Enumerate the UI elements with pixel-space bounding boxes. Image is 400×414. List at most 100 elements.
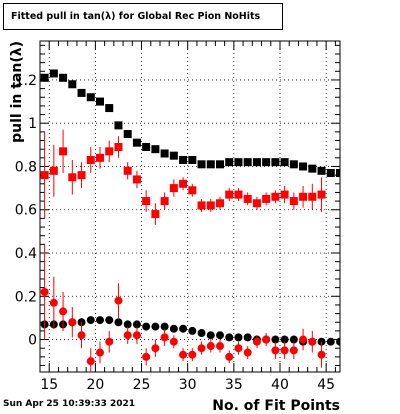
data-point-square — [68, 80, 77, 89]
series-1 — [40, 129, 326, 225]
data-point-square — [151, 210, 160, 219]
data-point-square — [40, 73, 49, 82]
data-point-square — [216, 199, 224, 208]
data-point-square — [123, 166, 132, 175]
data-point-square — [225, 190, 234, 199]
data-point-square — [86, 93, 95, 102]
data-point-square — [188, 186, 197, 195]
data-point-square — [326, 168, 335, 177]
data-point-square — [271, 158, 280, 167]
data-point-circle — [49, 298, 58, 307]
data-point-circle — [86, 357, 95, 366]
data-point-square — [105, 147, 114, 156]
data-point-square — [77, 171, 86, 180]
data-point-square — [132, 138, 141, 147]
data-point-circle — [271, 346, 280, 355]
data-point-square — [243, 158, 252, 167]
data-point-circle — [326, 337, 335, 346]
data-point-circle — [252, 337, 261, 346]
data-point-square — [86, 155, 95, 164]
data-point-circle — [225, 352, 234, 361]
data-point-circle — [96, 316, 104, 325]
data-point-square — [234, 158, 243, 167]
data-point-circle — [86, 316, 95, 325]
data-point-square — [252, 158, 261, 167]
data-point-circle — [160, 322, 169, 331]
data-point-circle — [160, 333, 169, 342]
data-point-square — [169, 184, 178, 193]
data-point-circle — [289, 346, 298, 355]
data-point-circle — [317, 350, 326, 359]
x-tick-label: 20 — [86, 377, 104, 393]
series-3 — [40, 244, 326, 372]
data-point-circle — [179, 350, 188, 359]
data-point-square — [169, 151, 178, 160]
data-point-square — [160, 197, 169, 206]
data-point-circle — [289, 335, 298, 344]
data-point-circle — [308, 337, 317, 346]
x-tick-label: 45 — [317, 377, 335, 393]
y-tick-label: 0.2 — [15, 289, 37, 305]
series-2 — [40, 316, 340, 346]
data-point-circle — [179, 324, 188, 333]
data-point-square — [308, 192, 317, 201]
data-point-circle — [216, 331, 224, 340]
data-point-square — [289, 197, 298, 206]
data-point-circle — [132, 320, 141, 329]
y-axis-label: pull in tan(λ) — [9, 41, 25, 143]
data-point-square — [289, 160, 298, 169]
data-point-circle — [206, 342, 215, 351]
data-point-square — [299, 162, 308, 171]
data-point-circle — [68, 318, 77, 327]
data-point-circle — [243, 348, 252, 357]
data-point-square — [262, 194, 271, 203]
data-point-circle — [142, 322, 151, 331]
data-point-square — [151, 145, 160, 154]
data-point-circle — [271, 335, 280, 344]
data-point-square — [252, 199, 261, 208]
data-point-square — [77, 88, 86, 97]
data-point-square — [336, 168, 340, 177]
data-point-circle — [280, 346, 289, 355]
data-point-square — [188, 155, 197, 164]
data-point-square — [179, 179, 188, 188]
data-point-circle — [225, 333, 234, 342]
data-point-circle — [299, 335, 308, 344]
data-point-square — [206, 201, 215, 210]
data-point-circle — [234, 344, 243, 353]
data-point-square — [317, 190, 326, 199]
data-point-circle — [114, 296, 123, 305]
data-point-square — [132, 175, 141, 184]
chart-title-box: Fitted pull in tan(λ) for Global Rec Pio… — [3, 3, 283, 30]
data-point-square — [49, 69, 58, 78]
x-tick-label: 15 — [40, 377, 58, 393]
y-tick-label: 0.4 — [15, 246, 37, 262]
data-point-square — [299, 192, 308, 201]
data-point-square — [114, 143, 123, 152]
data-point-circle — [197, 344, 206, 353]
data-point-square — [234, 190, 243, 199]
data-point-circle — [123, 320, 132, 329]
data-point-square — [308, 164, 317, 173]
data-point-square — [262, 158, 271, 167]
data-point-circle — [59, 307, 68, 316]
data-point-circle — [77, 331, 86, 340]
data-point-square — [59, 73, 68, 82]
data-point-circle — [96, 348, 104, 357]
data-point-square — [40, 171, 49, 180]
data-point-circle — [188, 350, 197, 359]
data-point-square — [96, 97, 104, 106]
y-tick-label: 1.2 — [15, 73, 37, 89]
x-tick-label: 35 — [225, 377, 243, 393]
x-tick-label: 25 — [133, 377, 151, 393]
data-point-circle — [142, 352, 151, 361]
y-tick-label: 0.6 — [15, 203, 37, 219]
data-point-circle — [234, 333, 243, 342]
data-point-circle — [40, 287, 49, 296]
y-tick-label: 0.8 — [15, 159, 37, 175]
x-axis-label: No. of Fit Points — [212, 398, 340, 414]
data-point-square — [59, 147, 68, 156]
data-point-square — [96, 153, 104, 162]
x-tick-label: 30 — [179, 377, 197, 393]
